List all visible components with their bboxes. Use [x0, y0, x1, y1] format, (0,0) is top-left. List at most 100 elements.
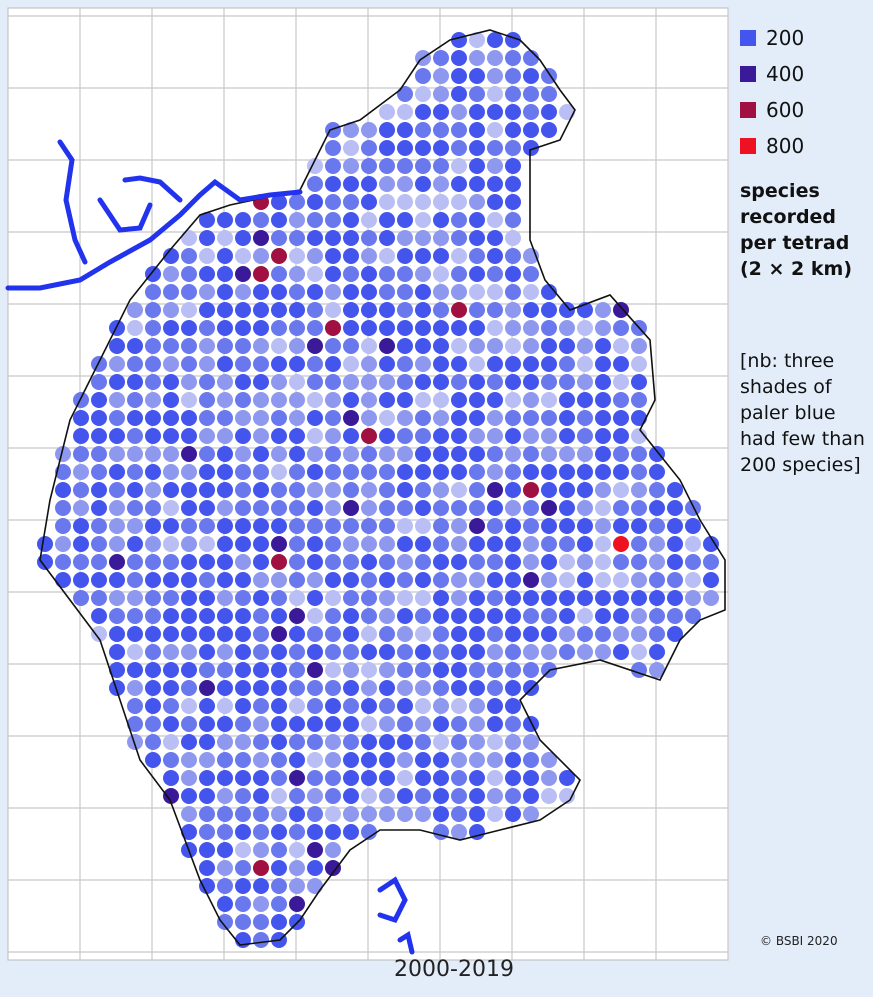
- tetrad-dot: [181, 284, 197, 300]
- tetrad-dot: [685, 572, 701, 588]
- tetrad-dot: [109, 590, 125, 606]
- tetrad-dot: [217, 392, 233, 408]
- tetrad-dot: [307, 356, 323, 372]
- tetrad-dot: [505, 644, 521, 660]
- tetrad-dot: [289, 194, 305, 210]
- tetrad-dot: [505, 608, 521, 624]
- tetrad-dot: [361, 662, 377, 678]
- tetrad-dot: [235, 626, 251, 642]
- tetrad-dot: [217, 680, 233, 696]
- tetrad-dot: [307, 230, 323, 246]
- tetrad-dot: [595, 554, 611, 570]
- tetrad-dot: [433, 464, 449, 480]
- tetrad-dot: [271, 860, 287, 876]
- tetrad-dot: [343, 176, 359, 192]
- legend-note: [nb: three shades of paler blue had few …: [740, 350, 865, 476]
- tetrad-dot: [505, 680, 521, 696]
- tetrad-dot: [505, 464, 521, 480]
- tetrad-dot: [577, 446, 593, 462]
- tetrad-dot: [145, 716, 161, 732]
- tetrad-dot: [307, 464, 323, 480]
- tetrad-dot: [415, 734, 431, 750]
- tetrad-dot: [199, 536, 215, 552]
- tetrad-dot: [181, 500, 197, 516]
- tetrad-dot: [199, 644, 215, 660]
- tetrad-dot: [469, 32, 485, 48]
- tetrad-dot: [109, 680, 125, 696]
- tetrad-dot: [487, 374, 503, 390]
- tetrad-dot: [631, 482, 647, 498]
- tetrad-dot: [343, 806, 359, 822]
- tetrad-dot: [163, 284, 179, 300]
- tetrad-dot: [577, 374, 593, 390]
- tetrad-dot: [451, 230, 467, 246]
- tetrad-dot: [253, 338, 269, 354]
- tetrad-dot: [181, 680, 197, 696]
- tetrad-dot: [541, 608, 557, 624]
- tetrad-dot: [271, 500, 287, 516]
- tetrad-dot: [343, 644, 359, 660]
- tetrad-dot: [199, 428, 215, 444]
- tetrad-dot: [361, 626, 377, 642]
- tetrad-dot: [415, 716, 431, 732]
- tetrad-dot: [613, 320, 629, 336]
- tetrad-dot: [271, 644, 287, 660]
- tetrad-dot: [433, 626, 449, 642]
- tetrad-dot: [541, 392, 557, 408]
- tetrad-dot: [559, 608, 575, 624]
- tetrad-dot: [433, 518, 449, 534]
- tetrad-dot: [559, 770, 575, 786]
- tetrad-dot: [379, 608, 395, 624]
- tetrad-dot: [289, 320, 305, 336]
- tetrad-dot: [649, 482, 665, 498]
- tetrad-dot: [397, 680, 413, 696]
- tetrad-dot: [433, 266, 449, 282]
- tetrad-dot: [379, 464, 395, 480]
- tetrad-dot: [325, 536, 341, 552]
- tetrad-dot: [271, 878, 287, 894]
- tetrad-dot: [559, 302, 575, 318]
- tetrad-dot: [487, 338, 503, 354]
- tetrad-dot: [523, 410, 539, 426]
- tetrad-dot: [433, 122, 449, 138]
- tetrad-dot: [145, 374, 161, 390]
- tetrad-dot: [109, 392, 125, 408]
- tetrad-dot: [451, 176, 467, 192]
- tetrad-dot: [487, 176, 503, 192]
- tetrad-dot: [523, 320, 539, 336]
- tetrad-dot: [343, 140, 359, 156]
- tetrad-dot: [433, 536, 449, 552]
- tetrad-dot: [505, 248, 521, 264]
- tetrad-dot: [289, 896, 305, 912]
- tetrad-dot: [325, 572, 341, 588]
- tetrad-dot: [379, 590, 395, 606]
- tetrad-dot: [199, 338, 215, 354]
- tetrad-dot: [289, 266, 305, 282]
- tetrad-dot: [397, 482, 413, 498]
- tetrad-dot: [235, 896, 251, 912]
- tetrad-dot: [541, 428, 557, 444]
- tetrad-dot: [505, 446, 521, 462]
- tetrad-dot: [271, 518, 287, 534]
- tetrad-dot: [469, 446, 485, 462]
- tetrad-dot: [91, 554, 107, 570]
- tetrad-dot: [523, 788, 539, 804]
- tetrad-dot: [73, 590, 89, 606]
- tetrad-dot: [469, 572, 485, 588]
- tetrad-dot: [307, 842, 323, 858]
- tetrad-dot: [235, 302, 251, 318]
- tetrad-dot: [163, 266, 179, 282]
- tetrad-dot: [397, 752, 413, 768]
- tetrad-dot: [451, 788, 467, 804]
- tetrad-dot: [127, 572, 143, 588]
- tetrad-dot: [667, 590, 683, 606]
- tetrad-dot: [289, 230, 305, 246]
- tetrad-dot: [361, 770, 377, 786]
- tetrad-dot: [145, 536, 161, 552]
- tetrad-dot: [307, 788, 323, 804]
- tetrad-dot: [433, 716, 449, 732]
- tetrad-dot: [487, 644, 503, 660]
- tetrad-dot: [73, 518, 89, 534]
- tetrad-dot: [523, 464, 539, 480]
- tetrad-dot: [181, 572, 197, 588]
